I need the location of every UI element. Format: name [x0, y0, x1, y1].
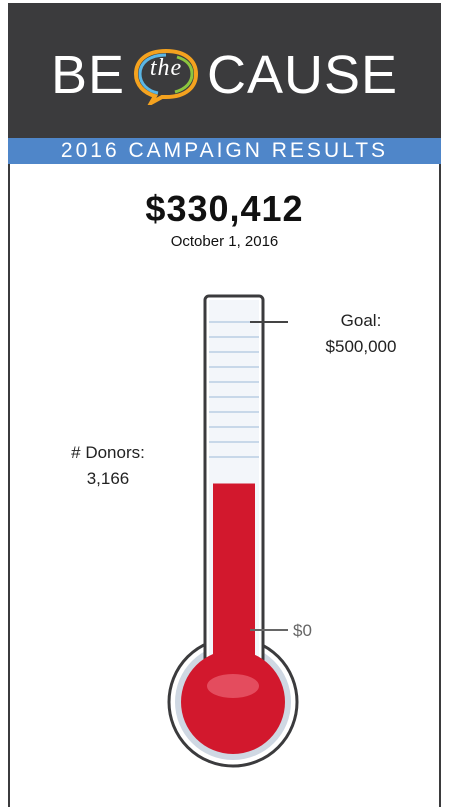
donors-block: # Donors: 3,166 — [38, 440, 178, 492]
speech-bubble-icon: the — [131, 45, 201, 105]
logo-word-cause: CAUSE — [207, 45, 399, 105]
goal-title: Goal: — [340, 311, 382, 330]
left-border — [8, 164, 10, 807]
right-border — [439, 164, 441, 807]
logo-word-the: the — [149, 55, 183, 81]
logo-word-be: BE — [50, 45, 125, 105]
goal-label: Goal: $500,000 — [296, 308, 426, 360]
donors-count: 3,166 — [86, 469, 130, 488]
results-date: October 1, 2016 — [170, 233, 279, 250]
thermometer-ticks — [209, 321, 259, 458]
goal-value: $500,000 — [325, 337, 397, 356]
campaign-banner: 2016 CAMPAIGN RESULTS — [8, 138, 441, 164]
bulb-highlight — [207, 674, 259, 698]
be-the-cause-logo: BE the CAUSE — [8, 45, 441, 105]
thermometer — [167, 294, 299, 768]
amount-raised: $330,412 — [145, 188, 304, 229]
header: BE the CAUSE — [8, 3, 441, 138]
zero-label: $0 — [293, 621, 312, 640]
donors-title: # Donors: — [71, 443, 145, 462]
mercury-bulb — [181, 650, 285, 754]
